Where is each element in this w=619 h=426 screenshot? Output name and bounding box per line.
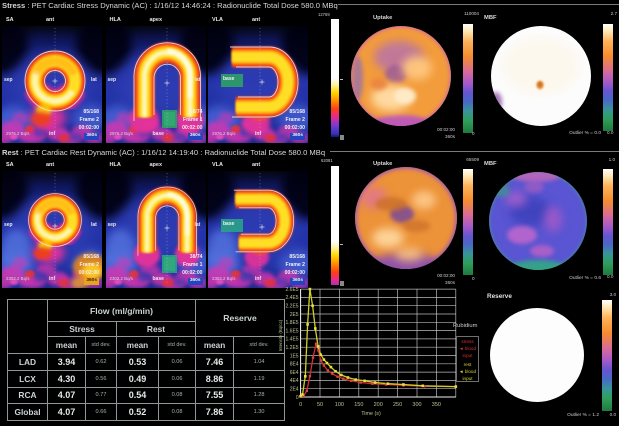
svg-text:0: 0 [296,395,299,401]
svg-text:8E4: 8E4 [290,362,299,368]
svg-text:100: 100 [335,402,344,408]
svg-text:Intensity (Bq/cc): Intensity (Bq/cc) [278,319,283,351]
svg-text:1.2E5: 1.2E5 [286,345,299,351]
svg-text:2.6E5: 2.6E5 [286,287,299,293]
svg-text:300: 300 [412,402,421,408]
svg-text:0: 0 [299,402,302,408]
svg-text:1.8E5: 1.8E5 [286,320,299,326]
svg-text:200: 200 [374,402,383,408]
svg-text:6E4: 6E4 [290,370,299,376]
svg-text:Time (s): Time (s) [361,411,381,417]
svg-text:1E5: 1E5 [290,353,299,359]
svg-text:250: 250 [393,402,402,408]
svg-text:150: 150 [354,402,363,408]
svg-text:50: 50 [317,402,323,408]
svg-text:2.2E5: 2.2E5 [286,304,299,310]
svg-text:2E4: 2E4 [290,387,299,393]
svg-text:1.6E5: 1.6E5 [286,328,299,334]
svg-text:350: 350 [432,402,441,408]
svg-text:1.4E5: 1.4E5 [286,337,299,343]
svg-text:4E4: 4E4 [290,378,299,384]
svg-text:2.4E5: 2.4E5 [286,295,299,301]
svg-text:2E5: 2E5 [290,312,299,318]
